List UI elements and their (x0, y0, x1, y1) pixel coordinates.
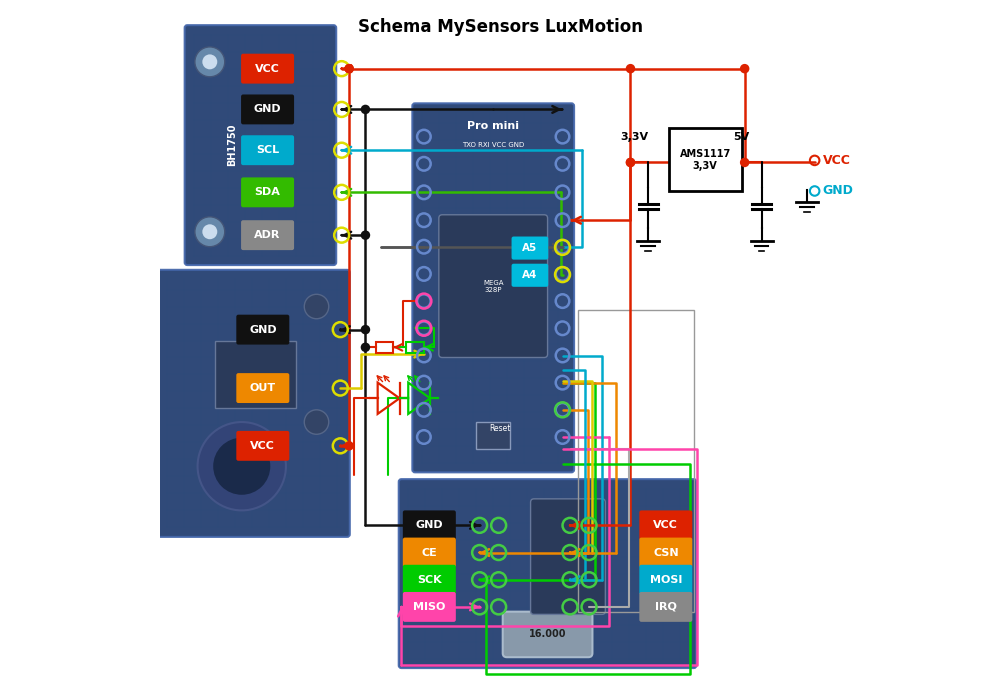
FancyBboxPatch shape (412, 104, 574, 473)
FancyBboxPatch shape (439, 215, 548, 358)
Text: CSN: CSN (653, 548, 679, 558)
Text: A4: A4 (522, 270, 538, 281)
Circle shape (361, 105, 370, 114)
FancyBboxPatch shape (639, 537, 692, 567)
Text: AMS1117
3,3V: AMS1117 3,3V (680, 149, 731, 170)
FancyBboxPatch shape (639, 510, 692, 540)
Text: VCC: VCC (823, 154, 851, 167)
FancyBboxPatch shape (403, 592, 456, 622)
FancyBboxPatch shape (241, 136, 294, 165)
FancyBboxPatch shape (241, 95, 294, 125)
Circle shape (304, 294, 329, 319)
FancyBboxPatch shape (236, 315, 289, 345)
FancyBboxPatch shape (241, 177, 294, 207)
Circle shape (198, 422, 286, 510)
FancyBboxPatch shape (157, 270, 350, 537)
Text: VCC: VCC (653, 520, 678, 530)
Circle shape (195, 47, 225, 77)
FancyBboxPatch shape (241, 220, 294, 250)
Text: 16.000: 16.000 (529, 629, 566, 639)
Circle shape (344, 64, 354, 74)
Circle shape (361, 343, 370, 352)
Text: Schema MySensors LuxMotion: Schema MySensors LuxMotion (358, 18, 642, 35)
Circle shape (344, 441, 354, 451)
Text: MEGA
328P: MEGA 328P (483, 280, 503, 293)
Text: IRQ: IRQ (655, 602, 677, 612)
Text: GND: GND (249, 325, 277, 334)
FancyBboxPatch shape (241, 54, 294, 84)
Text: MOSI: MOSI (650, 575, 682, 585)
Circle shape (626, 64, 635, 74)
FancyBboxPatch shape (639, 592, 692, 622)
Circle shape (195, 217, 225, 247)
Circle shape (344, 64, 354, 74)
Circle shape (626, 158, 635, 168)
Bar (476, 422, 510, 449)
Circle shape (361, 325, 370, 334)
Circle shape (740, 158, 749, 168)
Text: SDA: SDA (255, 187, 281, 197)
Text: SCK: SCK (417, 575, 442, 585)
Circle shape (202, 224, 217, 239)
Text: 5V: 5V (733, 132, 749, 142)
Text: SCL: SCL (256, 145, 279, 155)
FancyBboxPatch shape (236, 431, 289, 461)
FancyBboxPatch shape (403, 565, 456, 595)
FancyBboxPatch shape (185, 25, 336, 265)
Text: A5: A5 (522, 243, 538, 253)
FancyBboxPatch shape (503, 612, 592, 657)
Text: MISO: MISO (413, 602, 446, 612)
Circle shape (202, 54, 217, 69)
Text: GND: GND (823, 185, 854, 197)
FancyBboxPatch shape (399, 479, 696, 668)
FancyBboxPatch shape (403, 537, 456, 567)
Bar (669, 129, 742, 191)
Bar (376, 342, 393, 353)
Text: ADR: ADR (254, 230, 281, 240)
Text: Pro mini: Pro mini (467, 121, 519, 131)
Circle shape (361, 230, 370, 240)
FancyBboxPatch shape (236, 373, 289, 403)
FancyBboxPatch shape (639, 565, 692, 595)
FancyBboxPatch shape (403, 510, 456, 540)
Text: VCC: VCC (250, 441, 275, 451)
Text: Reset: Reset (489, 424, 511, 433)
Circle shape (213, 438, 270, 495)
Circle shape (740, 64, 749, 74)
FancyBboxPatch shape (512, 264, 548, 287)
Circle shape (626, 158, 635, 168)
Text: OUT: OUT (250, 383, 276, 393)
FancyBboxPatch shape (512, 236, 548, 259)
Text: TXO RXI VCC GND: TXO RXI VCC GND (462, 142, 524, 148)
Text: 3,3V: 3,3V (620, 132, 648, 142)
FancyBboxPatch shape (531, 499, 605, 614)
Text: GND: GND (254, 104, 281, 114)
Text: GND: GND (416, 520, 443, 530)
Text: BH1750: BH1750 (227, 124, 237, 166)
Circle shape (304, 410, 329, 434)
Text: CE: CE (421, 548, 437, 558)
Bar (578, 310, 694, 612)
Bar (406, 342, 424, 353)
Bar (215, 340, 296, 409)
Text: VCC: VCC (255, 63, 280, 74)
